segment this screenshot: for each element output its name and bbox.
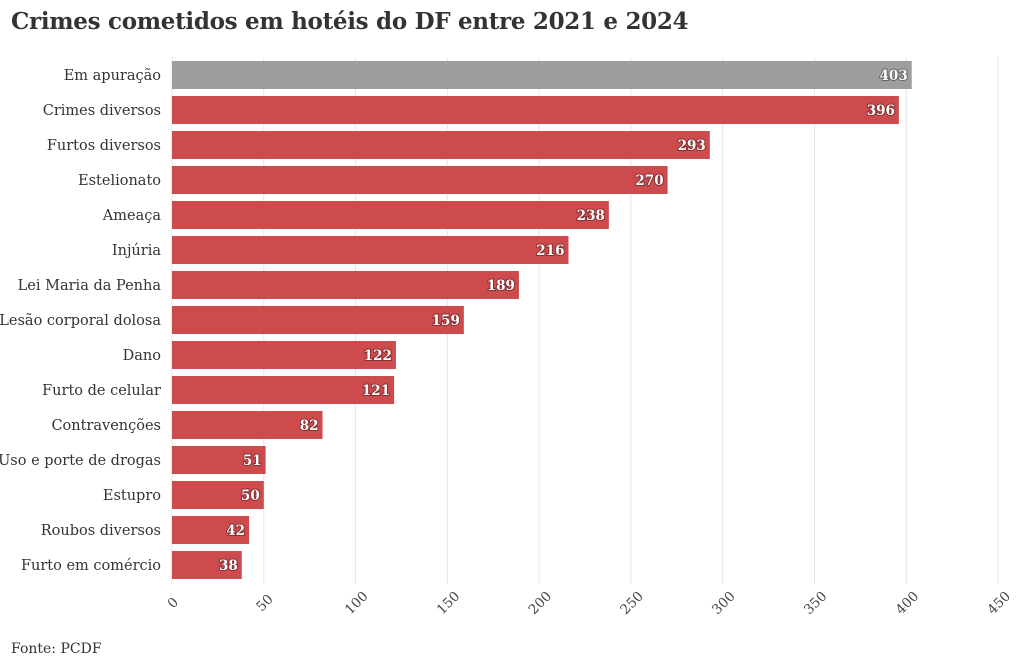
data-label: 50 <box>241 488 260 504</box>
bar <box>172 376 395 404</box>
x-tick-label: 200 <box>526 588 556 618</box>
x-tick-label: 250 <box>617 588 647 618</box>
x-tick-label: 50 <box>253 591 276 614</box>
bar <box>172 446 266 474</box>
x-tick-label: 100 <box>342 588 372 618</box>
category-label: Furtos diversos <box>47 138 161 154</box>
data-label: 189 <box>487 278 515 294</box>
category-label: Injúria <box>112 243 161 259</box>
x-tick-label: 0 <box>164 594 181 611</box>
bar <box>172 271 519 299</box>
x-tick-label: 400 <box>893 588 923 618</box>
chart-title: Crimes cometidos em hotéis do DF entre 2… <box>11 8 689 35</box>
category-label: Em apuração <box>64 68 161 84</box>
bar <box>172 166 668 194</box>
bar <box>172 411 323 439</box>
data-label: 396 <box>867 103 895 119</box>
data-label: 270 <box>635 173 663 189</box>
data-label: 82 <box>300 418 319 434</box>
x-tick-label: 300 <box>709 588 739 618</box>
data-label: 403 <box>880 68 908 84</box>
data-label: 293 <box>678 138 706 154</box>
data-label: 216 <box>536 243 564 259</box>
bars: 403 396 293 270 238 216 189 159 122 121 82 51 50 42 38 <box>172 61 912 579</box>
bar <box>172 341 396 369</box>
category-label: Lei Maria da Penha <box>18 278 162 294</box>
category-label: Dano <box>123 348 161 364</box>
x-tick-label: 450 <box>984 588 1014 618</box>
category-labels: Em apuração Crimes diversos Furtos diverso… <box>0 68 161 574</box>
source-note: Fonte: PCDF <box>11 641 102 657</box>
bar <box>172 61 912 89</box>
category-label: Estupro <box>103 488 161 504</box>
bar <box>172 481 264 509</box>
x-axis-ticks: 0 50 100 150 200 250 300 350 400 450 <box>164 588 1013 618</box>
category-label: Furto de celular <box>42 383 161 399</box>
data-label: 51 <box>243 453 262 469</box>
bar <box>172 516 250 544</box>
data-label: 38 <box>219 558 238 574</box>
category-label: Contravenções <box>51 418 161 434</box>
data-label: 122 <box>364 348 392 364</box>
data-label: 238 <box>577 208 605 224</box>
bar <box>172 131 710 159</box>
category-label: Lesão corporal dolosa <box>0 313 161 329</box>
x-tick-label: 150 <box>434 588 464 618</box>
category-label: Estelionato <box>78 173 161 189</box>
bar <box>172 236 569 264</box>
category-label: Furto em comércio <box>21 558 161 574</box>
x-tick-label: 350 <box>801 588 831 618</box>
data-label: 42 <box>226 523 245 539</box>
data-label: 159 <box>432 313 460 329</box>
category-label: Roubos diversos <box>41 523 161 539</box>
data-label: 121 <box>362 383 390 399</box>
bar <box>172 306 464 334</box>
category-label: Ameaça <box>102 208 162 224</box>
bar <box>172 201 609 229</box>
category-label: Uso e porte de drogas <box>0 453 161 469</box>
bar <box>172 96 899 124</box>
category-label: Crimes diversos <box>43 103 161 119</box>
bar <box>172 551 242 579</box>
